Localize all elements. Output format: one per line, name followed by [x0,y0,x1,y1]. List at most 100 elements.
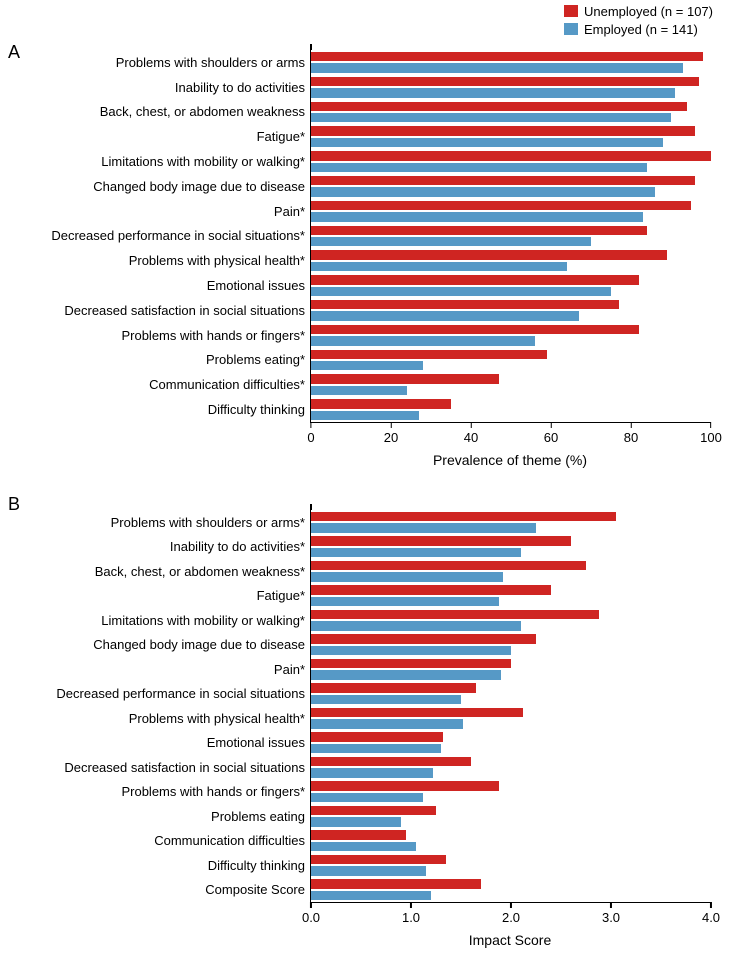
bar-row [311,248,711,273]
bar-employed [311,793,423,802]
bar-employed [311,768,433,777]
legend-label-unemployed: Unemployed (n = 107) [584,4,713,19]
bar-unemployed [311,226,647,235]
category-label: Fatigue* [1,584,311,609]
bar-employed [311,523,536,532]
bar-employed [311,262,567,271]
bar-employed [311,891,431,900]
category-label: Problems with hands or fingers* [1,780,311,805]
category-label: Problems with hands or fingers* [1,323,311,348]
bar-unemployed [311,300,619,309]
x-tick-label: 2.0 [502,910,520,925]
bar-row [311,124,711,149]
x-tick-label: 60 [544,430,558,445]
bar-row [311,682,711,707]
bar-unemployed [311,151,711,160]
bar-unemployed [311,634,536,643]
plot-a: Problems with shoulders or armsInability… [310,50,711,423]
bar-unemployed [311,512,616,521]
bar-employed [311,866,426,875]
bar-row [311,878,711,903]
legend-item-unemployed: Unemployed (n = 107) [564,2,713,20]
category-label: Problems eating [1,804,311,829]
category-label: Inability to do activities [1,75,311,100]
category-label: Limitations with mobility or walking* [1,149,311,174]
bar-row [311,510,711,535]
bar-row [311,559,711,584]
category-label: Pain* [1,199,311,224]
x-tick: 1.0 [402,902,420,925]
category-label: Problems with physical health* [1,706,311,731]
x-tick-label: 4.0 [702,910,720,925]
bar-employed [311,138,663,147]
bar-unemployed [311,102,687,111]
category-label: Difficulty thinking [1,397,311,422]
x-tick: 0.0 [302,902,320,925]
bar-employed [311,88,675,97]
bar-row [311,657,711,682]
x-tick: 0 [307,422,314,445]
bar-row [311,149,711,174]
y-labels-b: Problems with shoulders or arms*Inabilit… [1,510,311,902]
category-label: Back, chest, or abdomen weakness* [1,559,311,584]
x-tick: 2.0 [502,902,520,925]
bar-unemployed [311,659,511,668]
bar-unemployed [311,275,639,284]
bar-row [311,224,711,249]
category-label: Fatigue* [1,124,311,149]
x-tick-label: 0.0 [302,910,320,925]
bar-row [311,372,711,397]
category-label: Communication difficulties* [1,372,311,397]
y-labels-a: Problems with shoulders or armsInability… [1,50,311,422]
bar-unemployed [311,399,451,408]
category-label: Back, chest, or abdomen weakness [1,100,311,125]
bar-unemployed [311,708,523,717]
bar-row [311,633,711,658]
bar-row [311,608,711,633]
category-label: Pain* [1,657,311,682]
x-tick: 100 [700,422,722,445]
bar-row [311,706,711,731]
bar-employed [311,386,407,395]
bar-employed [311,113,671,122]
bar-row [311,584,711,609]
x-axis-label-b: Impact Score [310,932,710,948]
x-tick-label: 1.0 [402,910,420,925]
category-label: Problems eating* [1,348,311,373]
bar-employed [311,646,511,655]
bar-employed [311,336,535,345]
x-tick-label: 0 [307,430,314,445]
bar-unemployed [311,830,406,839]
x-tick: 60 [544,422,558,445]
bar-unemployed [311,176,695,185]
category-label: Composite Score [1,878,311,903]
bar-employed [311,719,463,728]
bar-employed [311,621,521,630]
category-label: Emotional issues [1,273,311,298]
x-tick: 4.0 [702,902,720,925]
bar-row [311,50,711,75]
chart-b: Problems with shoulders or arms*Inabilit… [0,510,730,962]
bar-unemployed [311,610,599,619]
bar-employed [311,817,401,826]
bar-unemployed [311,879,481,888]
legend-swatch-unemployed [564,5,578,17]
bar-unemployed [311,732,443,741]
bar-row [311,174,711,199]
bars-b [311,510,711,902]
legend-item-employed: Employed (n = 141) [564,20,713,38]
legend-label-employed: Employed (n = 141) [584,22,698,37]
bar-unemployed [311,126,695,135]
bar-unemployed [311,201,691,210]
category-label: Decreased performance in social situatio… [1,682,311,707]
bar-row [311,75,711,100]
category-label: Difficulty thinking [1,853,311,878]
bar-row [311,853,711,878]
x-tick-label: 3.0 [602,910,620,925]
bar-employed [311,187,655,196]
bar-row [311,100,711,125]
x-tick: 80 [624,422,638,445]
category-label: Changed body image due to disease [1,633,311,658]
x-tick: 3.0 [602,902,620,925]
bar-employed [311,572,503,581]
